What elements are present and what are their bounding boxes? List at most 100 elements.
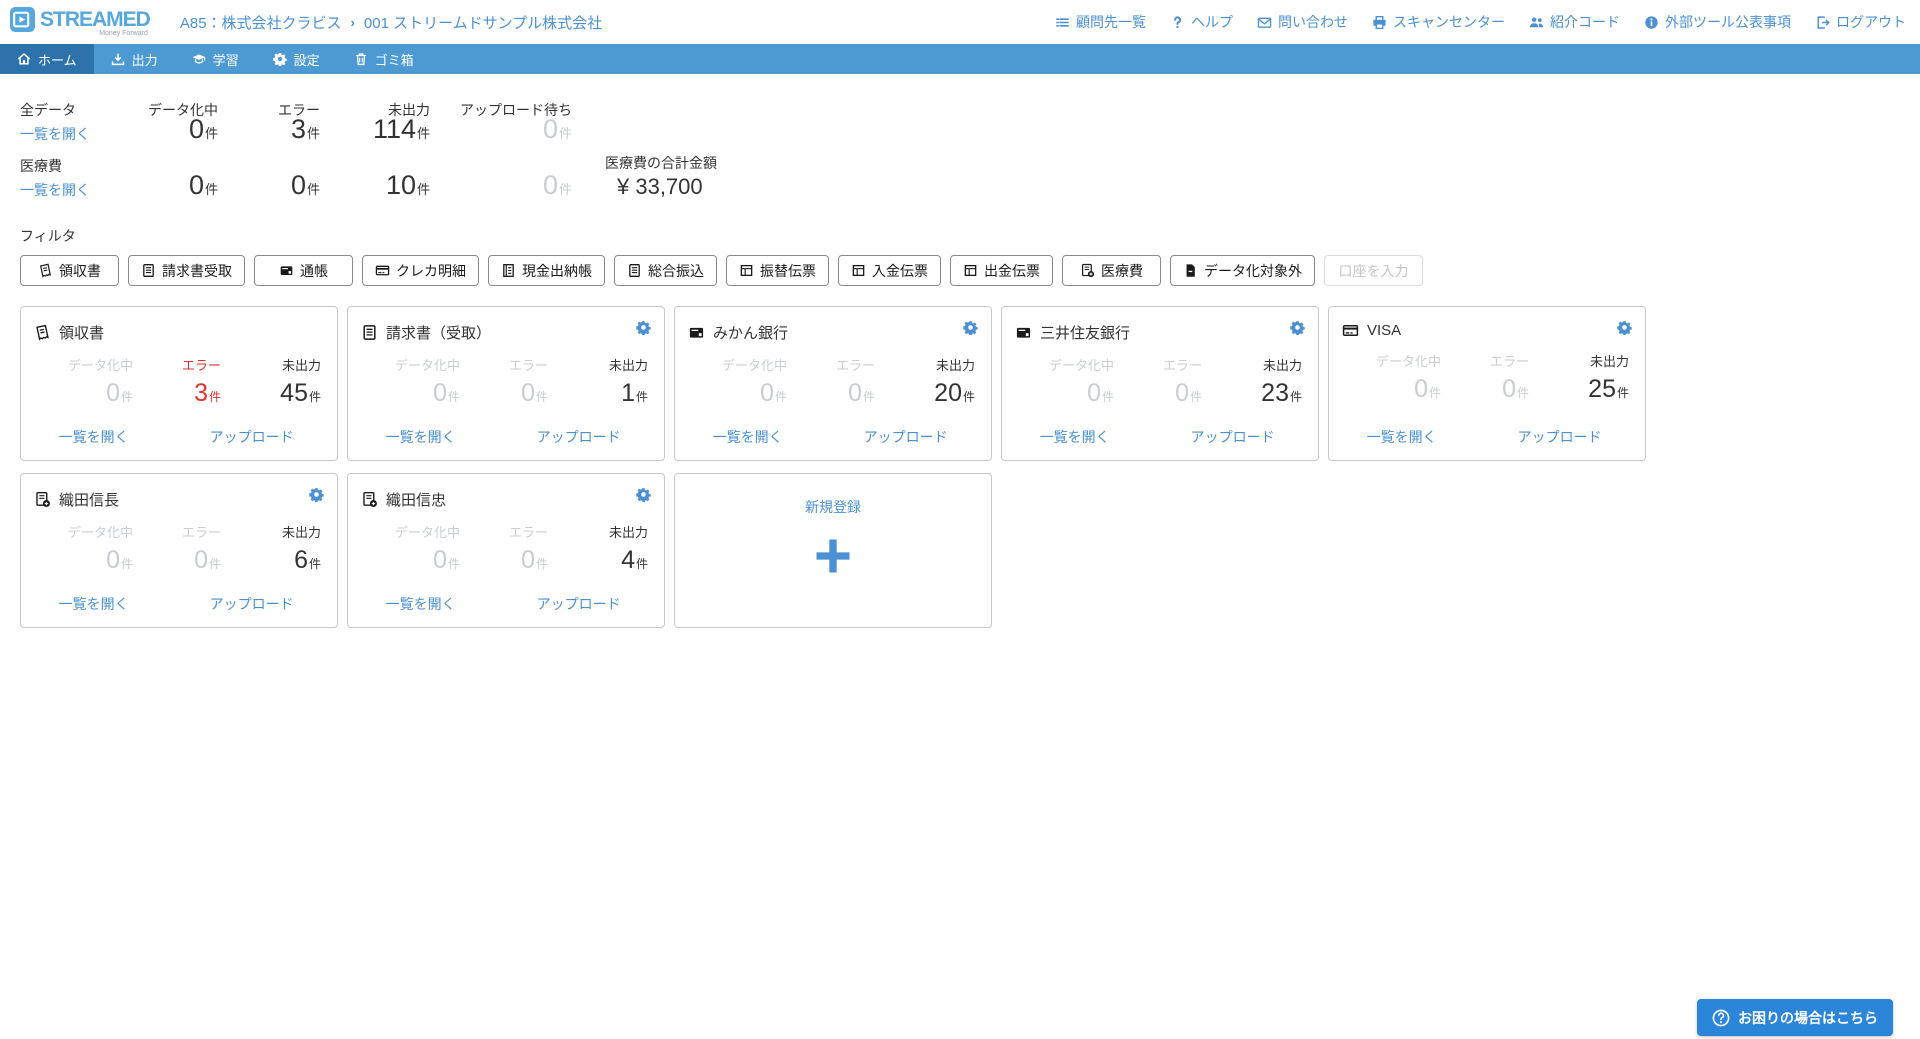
filter-excluded-button[interactable]: データ化対象外: [1170, 255, 1315, 286]
help-floating-button[interactable]: お困りの場合はこちら: [1697, 999, 1893, 1036]
filter-transfer-slip-button[interactable]: 振替伝票: [726, 255, 829, 286]
logout-icon: [1815, 15, 1830, 30]
logo-tagline: Money Forward: [99, 30, 148, 37]
credit-card-icon: [1342, 322, 1359, 339]
filter-medical-button[interactable]: 医療費: [1062, 255, 1161, 286]
medical-total-label: 医療費の合計金額: [605, 155, 717, 171]
contact-link[interactable]: 問い合わせ: [1257, 12, 1348, 32]
scan-center-link[interactable]: スキャンセンター: [1372, 12, 1505, 32]
new-registration-label: 新規登録: [805, 499, 861, 515]
slip-icon: [739, 263, 754, 278]
filter-receipt-button[interactable]: 領収書: [20, 255, 119, 286]
breadcrumb-office-link[interactable]: A85：株式会社クラビス: [179, 14, 342, 32]
filter-bulk-transfer-button[interactable]: 総合振込: [614, 255, 717, 286]
all-data-upload-waiting-value: 0件: [542, 114, 572, 144]
card-oda-nobunaga: 織田信長 データ化中 0件 エラー 0件 未出力 6件 一覧を開く アップロード: [20, 473, 338, 628]
nav-settings[interactable]: 設定: [256, 44, 337, 74]
card-settings-gear-icon[interactable]: [309, 487, 324, 502]
upload-link[interactable]: アップロード: [536, 429, 621, 445]
top-header: STREAMED Money Forward A85：株式会社クラビス › 00…: [0, 0, 1920, 44]
trash-icon: [354, 52, 368, 66]
passbook-icon: [1015, 324, 1032, 341]
card-receipt: 領収書 データ化中 0件 エラー 3件 未出力 45件 一覧を開く アップロード: [20, 306, 338, 461]
unexported-value: 4件: [621, 546, 648, 574]
invoice-icon: [141, 263, 156, 278]
medical-error-value: 0件: [290, 170, 320, 200]
unexported-value: 25件: [1588, 375, 1629, 403]
filter-withdrawal-slip-button[interactable]: 出金伝票: [950, 255, 1053, 286]
upload-link[interactable]: アップロード: [209, 596, 294, 612]
breadcrumb: A85：株式会社クラビス › 001 ストリームドサンプル株式会社: [180, 12, 602, 33]
open-list-link[interactable]: 一覧を開く: [712, 429, 783, 445]
filter-passbook-button[interactable]: 通帳: [254, 255, 353, 286]
logout-link[interactable]: ログアウト: [1815, 12, 1906, 32]
printer-icon: [1372, 15, 1387, 30]
filter-account-input-button[interactable]: 口座を入力: [1324, 255, 1423, 286]
col-label-processing: データ化中: [148, 102, 218, 118]
invoice-icon: [361, 324, 378, 341]
slip-icon: [851, 263, 866, 278]
users-icon: [1529, 15, 1544, 30]
help-label: ヘルプ: [1191, 14, 1233, 30]
new-registration-card[interactable]: 新規登録: [674, 473, 992, 628]
filter-cashbook-button[interactable]: 現金出納帳: [488, 255, 605, 286]
help-link[interactable]: ヘルプ: [1170, 12, 1233, 32]
credit-card-icon: [375, 263, 390, 278]
client-list-link[interactable]: 顧問先一覧: [1055, 12, 1146, 32]
processing-value: 0件: [106, 379, 133, 407]
open-list-link[interactable]: 一覧を開く: [385, 596, 456, 612]
external-tools-link[interactable]: 外部ツール公表事項: [1644, 12, 1791, 32]
open-list-link[interactable]: 一覧を開く: [385, 429, 456, 445]
list-icon: [1055, 15, 1070, 30]
transfer-doc-icon: [627, 263, 642, 278]
open-list-link[interactable]: 一覧を開く: [1366, 429, 1437, 445]
error-value: 0件: [194, 546, 221, 574]
card-invoice-received: 請求書（受取） データ化中 0件 エラー 0件 未出力 1件 一覧を開く アップ…: [347, 306, 665, 461]
medical-unexported-value: 10件: [385, 170, 430, 200]
card-settings-gear-icon[interactable]: [636, 320, 651, 335]
upload-link[interactable]: アップロード: [1517, 429, 1602, 445]
card-visa: VISA データ化中 0件 エラー 0件 未出力 25件 一覧を開く アップロー…: [1328, 306, 1646, 461]
filter-invoice-received-button[interactable]: 請求書受取: [128, 255, 245, 286]
upload-link[interactable]: アップロード: [536, 596, 621, 612]
upload-link[interactable]: アップロード: [863, 429, 948, 445]
processing-value: 0件: [1414, 375, 1441, 403]
error-value: 0件: [1175, 379, 1202, 407]
unexported-value: 6件: [294, 546, 321, 574]
processing-value: 0件: [1087, 379, 1114, 407]
col-label-error: エラー: [278, 102, 320, 118]
nav-output[interactable]: 出力: [94, 44, 175, 74]
nav-trash[interactable]: ゴミ箱: [337, 44, 431, 74]
card-settings-gear-icon[interactable]: [1290, 320, 1305, 335]
filter-credit-card-statement-button[interactable]: クレカ明細: [362, 255, 479, 286]
streamed-logo[interactable]: STREAMED Money Forward: [10, 7, 151, 37]
error-value: 0件: [1502, 375, 1529, 403]
receipt-icon: [34, 324, 51, 341]
unexported-value: 23件: [1261, 379, 1302, 407]
card-settings-gear-icon[interactable]: [636, 487, 651, 502]
summary-section: データ化中 エラー 未出力 アップロード待ち 全データ 一覧を開く 0件 3件 …: [0, 74, 1920, 226]
card-settings-gear-icon[interactable]: [963, 320, 978, 335]
open-list-link[interactable]: 一覧を開く: [58, 429, 129, 445]
nav-home-label: ホーム: [38, 52, 77, 68]
breadcrumb-client-link[interactable]: 001 ストリームドサンプル株式会社: [363, 14, 603, 32]
unexported-value: 20件: [934, 379, 975, 407]
add-icon: [811, 534, 855, 578]
open-list-link[interactable]: 一覧を開く: [1039, 429, 1110, 445]
upload-link[interactable]: アップロード: [209, 429, 294, 445]
all-data-processing-value: 0件: [188, 114, 218, 144]
nav-settings-label: 設定: [293, 52, 320, 68]
nav-home[interactable]: ホーム: [0, 44, 94, 74]
main-nav: ホーム 出力 学習 設定 ゴミ箱: [0, 44, 1920, 74]
referral-code-link[interactable]: 紹介コード: [1529, 12, 1620, 32]
filter-deposit-slip-button[interactable]: 入金伝票: [838, 255, 941, 286]
nav-learning[interactable]: 学習: [175, 44, 256, 74]
all-data-open-list-link[interactable]: 一覧を開く: [20, 126, 90, 142]
open-list-link[interactable]: 一覧を開く: [58, 596, 129, 612]
card-settings-gear-icon[interactable]: [1617, 320, 1632, 335]
error-value: 3件: [194, 379, 221, 407]
all-data-error-value: 3件: [290, 114, 320, 144]
upload-link[interactable]: アップロード: [1190, 429, 1275, 445]
all-data-title: 全データ: [20, 102, 76, 118]
medical-open-list-link[interactable]: 一覧を開く: [20, 182, 90, 198]
